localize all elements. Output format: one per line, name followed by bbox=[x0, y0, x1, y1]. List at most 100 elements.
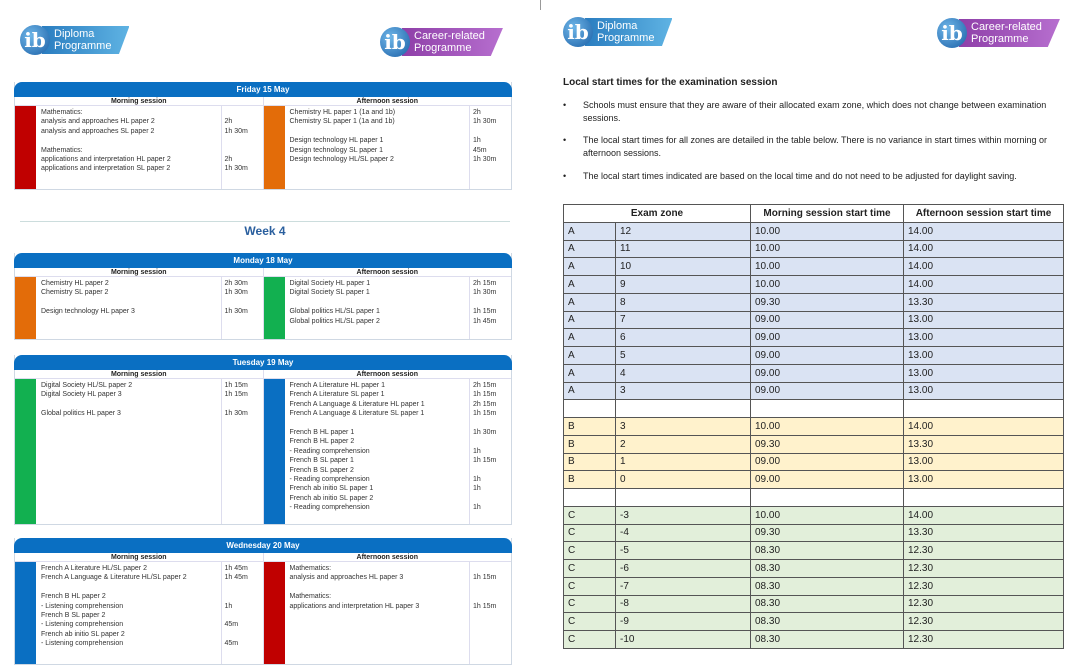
zone-number: 12 bbox=[615, 221, 751, 241]
afternoon-start bbox=[903, 488, 1064, 507]
subject-color-bar bbox=[263, 106, 285, 189]
exam-paper-row: Mathematics: bbox=[290, 592, 512, 601]
afternoon-start: 13.00 bbox=[903, 346, 1064, 365]
page-divider bbox=[540, 0, 541, 10]
exam-paper-row: Mathematics: bbox=[41, 146, 263, 155]
paper-duration: 2h bbox=[473, 109, 481, 116]
exam-paper-row: Mathematics: bbox=[41, 108, 263, 117]
exam-paper-row: - Reading comprehension 1h bbox=[290, 475, 512, 484]
exam-paper-row bbox=[41, 583, 263, 592]
afternoon-start: 12.30 bbox=[903, 541, 1064, 560]
bullet-item: • The local start times indicated are bas… bbox=[563, 171, 1017, 181]
morning-start: 09.00 bbox=[750, 328, 904, 347]
morning-session-label: Morning session bbox=[15, 553, 264, 561]
table-row: A 12 10.00 14.00 bbox=[563, 221, 1064, 241]
afternoon-start: 14.00 bbox=[903, 239, 1064, 259]
paper-name bbox=[41, 400, 221, 409]
zone-number: 2 bbox=[615, 434, 751, 454]
zone-letter: C bbox=[563, 594, 616, 614]
logo-text: Diploma bbox=[597, 20, 638, 32]
exam-paper-row bbox=[290, 127, 512, 136]
table-row: A 11 10.00 14.00 bbox=[563, 239, 1064, 259]
morning-session: Chemistry HL paper 2 2h 30m Chemistry SL p… bbox=[15, 277, 264, 339]
paper-name: Digital Society HL paper 3 bbox=[41, 391, 122, 399]
paper-name: Chemistry HL paper 2 bbox=[41, 280, 109, 287]
exam-paper-row: French A Language & Literature SL paper … bbox=[290, 409, 512, 418]
afternoon-start: 14.00 bbox=[903, 221, 1064, 241]
paper-duration: 1h 30m bbox=[473, 428, 497, 436]
table-row: B 2 09.30 13.30 bbox=[563, 434, 1064, 454]
career-related-programme-logo: ib Career-related Programme bbox=[937, 18, 1060, 48]
exam-paper-row: - Listening comprehension 45m bbox=[41, 639, 263, 648]
paper-name: Mathematics: bbox=[289, 593, 332, 601]
morning-start: 09.00 bbox=[750, 346, 904, 365]
paper-name: analysis and approaches HL paper 2 bbox=[41, 118, 155, 126]
exam-paper-row: analysis and approaches SL paper 2 1h 30m bbox=[41, 127, 263, 136]
morning-session: French A Literature HL/SL paper 2 1h 45m F… bbox=[15, 562, 264, 664]
zone-number: 9 bbox=[615, 275, 751, 294]
paper-duration: 1h bbox=[224, 602, 233, 610]
zone-number: 3 bbox=[615, 381, 751, 401]
paper-duration: 1h bbox=[473, 475, 481, 483]
afternoon-start: 14.00 bbox=[903, 275, 1064, 294]
zone-letter: A bbox=[563, 328, 616, 347]
paper-name: Global politics HL paper 3 bbox=[41, 410, 121, 418]
zone-letter: C bbox=[563, 576, 616, 596]
paper-name: French A Language & Literature HL/SL pap… bbox=[41, 574, 187, 582]
morning-start: 08.30 bbox=[750, 630, 904, 649]
exam-paper-row: - Listening comprehension 1h bbox=[41, 602, 263, 611]
morning-start: 09.30 bbox=[750, 523, 904, 543]
zone-number bbox=[615, 399, 751, 418]
paper-name: French B SL paper 2 bbox=[289, 466, 354, 474]
day-title: Wednesday 20 May bbox=[14, 538, 512, 553]
paper-name: French B HL paper 2 bbox=[41, 593, 106, 601]
exam-paper-row: Digital Society HL/SL paper 2 1h 15m bbox=[41, 381, 263, 390]
table-row: C -5 08.30 12.30 bbox=[563, 541, 1064, 560]
morning-start: 10.00 bbox=[750, 221, 904, 241]
zone-number: -8 bbox=[615, 594, 751, 614]
paper-duration: 1h 15m bbox=[473, 410, 497, 418]
zone-letter: A bbox=[563, 257, 616, 276]
afternoon-session-label: Afternoon session bbox=[356, 554, 418, 561]
zone-number bbox=[615, 488, 751, 507]
zone-number: -6 bbox=[615, 559, 751, 578]
paper-duration: 1h 15m bbox=[473, 391, 497, 399]
bullet-icon: • bbox=[563, 135, 567, 145]
paper-duration bbox=[469, 437, 511, 446]
afternoon-start: 13.00 bbox=[903, 381, 1064, 401]
zone-number: 7 bbox=[615, 310, 751, 330]
zone-number: 8 bbox=[615, 292, 751, 312]
zone-number: -9 bbox=[615, 612, 751, 631]
morning-start: 09.00 bbox=[750, 470, 904, 489]
exam-paper-row bbox=[290, 583, 512, 592]
day-title: Friday 15 May bbox=[14, 82, 512, 97]
paper-duration: 1h 30m bbox=[224, 289, 248, 297]
paper-name: French ab initio SL paper 2 bbox=[41, 630, 125, 638]
subject-color-bar bbox=[263, 562, 285, 664]
zone-letter: C bbox=[563, 541, 616, 560]
afternoon-start: 13.00 bbox=[903, 470, 1064, 489]
paper-duration: 1h 30m bbox=[224, 127, 248, 135]
zone-letter: C bbox=[563, 505, 616, 525]
paper-duration bbox=[221, 592, 263, 601]
exam-paper-row: Chemistry SL paper 1 (1a and 1b) 1h 30m bbox=[290, 117, 512, 126]
paper-name: Design technology HL paper 1 bbox=[289, 137, 384, 145]
zone-number: 5 bbox=[615, 346, 751, 365]
zone-letter: C bbox=[563, 630, 616, 649]
paper-name: - Reading comprehension bbox=[289, 447, 370, 455]
afternoon-session: French A Literature HL paper 1 2h 15m Fren… bbox=[263, 379, 512, 524]
paper-duration bbox=[221, 630, 263, 639]
paper-name: applications and interpretation HL paper… bbox=[41, 155, 171, 163]
section-title: Local start times for the examination se… bbox=[563, 77, 778, 88]
header-afternoon: Afternoon session start time bbox=[903, 204, 1064, 223]
paper-duration bbox=[469, 494, 511, 503]
afternoon-start: 13.00 bbox=[903, 310, 1064, 330]
morning-start: 09.30 bbox=[750, 292, 904, 312]
afternoon-session: Digital Society HL paper 1 2h 15m Digital … bbox=[263, 277, 512, 339]
zone-letter: A bbox=[563, 363, 616, 383]
paper-name: French A Language & Literature HL paper … bbox=[289, 400, 425, 408]
logo-text: Career-related bbox=[414, 30, 485, 42]
exam-paper-row: Global politics HL paper 3 1h 30m bbox=[41, 409, 263, 418]
morning-session: Digital Society HL/SL paper 2 1h 15m Digit… bbox=[15, 379, 264, 524]
exam-paper-row: French ab initio SL paper 2 bbox=[41, 630, 263, 639]
